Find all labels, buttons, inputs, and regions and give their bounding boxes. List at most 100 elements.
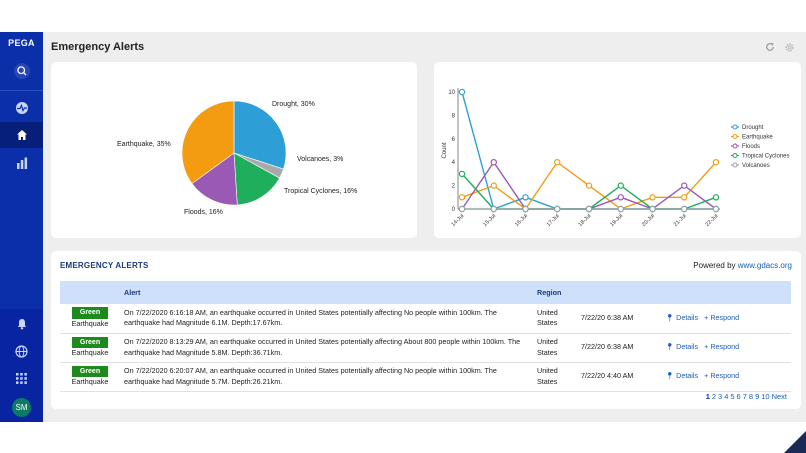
- page-link-7[interactable]: 7: [742, 392, 747, 401]
- data-point-volcanoes[interactable]: [585, 205, 593, 213]
- page-link-4[interactable]: 4: [724, 392, 729, 401]
- data-point-earthquake[interactable]: [554, 158, 561, 166]
- data-point-earthquake[interactable]: [490, 182, 497, 189]
- data-point-earthquake[interactable]: [681, 194, 688, 201]
- legend-label-volcanoes[interactable]: Volcanoes: [742, 163, 770, 169]
- row-actions: 📍︎ Details + Respond: [661, 304, 791, 334]
- data-point-volcanoes[interactable]: [712, 205, 720, 213]
- legend-label-drought[interactable]: Drought: [742, 125, 764, 131]
- sidebar: PEGA SM: [0, 32, 43, 422]
- map-pin-icon: 📍︎: [665, 313, 675, 323]
- column-header-alert[interactable]: Alert: [120, 281, 533, 304]
- alert-region: United States: [533, 362, 577, 392]
- page-link-6[interactable]: 6: [736, 392, 741, 401]
- pie-label-tropical-cyclones: Tropical Cyclones, 16%: [284, 188, 357, 195]
- legend-label-floods[interactable]: Floods: [742, 144, 760, 150]
- data-point-volcanoes[interactable]: [490, 205, 497, 213]
- data-point-volcanoes[interactable]: [681, 205, 688, 213]
- x-tick-label: 16-Jul: [514, 213, 529, 228]
- search-icon[interactable]: [0, 58, 43, 84]
- alert-type-cell: Green Earthquake: [60, 304, 120, 334]
- series-line-drought[interactable]: [461, 91, 716, 210]
- data-point-tropical-cyclones[interactable]: [617, 182, 624, 189]
- alerts-section-title: EMERGENCY ALERTS: [60, 261, 149, 270]
- x-tick-label: 14-Jul: [451, 213, 466, 228]
- data-point-volcanoes[interactable]: [554, 205, 561, 213]
- app-grid-icon[interactable]: [0, 365, 43, 391]
- x-tick-label: 20-Jul: [641, 213, 656, 228]
- pie-chart: Drought, 30% Volcanoes, 3% Tropical Cyclon…: [117, 100, 357, 216]
- respond-link[interactable]: + Respond: [704, 342, 739, 351]
- data-point-earthquake[interactable]: [585, 182, 593, 189]
- data-point-volcanoes[interactable]: [522, 205, 529, 213]
- page-link-3[interactable]: 3: [718, 392, 723, 401]
- data-point-volcanoes[interactable]: [458, 205, 466, 213]
- data-point-earthquake[interactable]: [458, 194, 466, 201]
- data-point-volcanoes[interactable]: [617, 205, 624, 213]
- legend-marker-drought: [732, 124, 738, 130]
- bell-icon[interactable]: [0, 311, 43, 337]
- data-point-volcanoes[interactable]: [649, 205, 656, 213]
- pie-slice-floods[interactable]: [191, 152, 238, 206]
- row-actions: 📍︎ Details + Respond: [661, 333, 791, 363]
- data-point-tropical-cyclones[interactable]: [458, 170, 466, 178]
- alert-type: Earthquake: [71, 348, 109, 358]
- bar-chart-icon[interactable]: [0, 150, 43, 176]
- table-header-row: Alert Region: [60, 281, 791, 304]
- pie-slice-tropical-cyclones[interactable]: [233, 152, 280, 206]
- data-point-floods[interactable]: [681, 182, 688, 189]
- corner-settings-tab[interactable]: [784, 431, 806, 453]
- y-tick-label: 8: [452, 113, 456, 119]
- pie-slice-drought[interactable]: [233, 100, 287, 170]
- page-link-8[interactable]: 8: [748, 392, 754, 401]
- pie-chart-card: Drought, 30% Volcanoes, 3% Tropical Cyclon…: [51, 62, 417, 238]
- alert-description: On 7/22/2020 6:16:18 AM, an earthquake o…: [120, 304, 533, 334]
- alerts-table-body: Green Earthquake On 7/22/2020 6:16:18 AM…: [60, 304, 791, 392]
- status-badge: Green: [71, 307, 109, 320]
- data-point-earthquake[interactable]: [712, 158, 720, 166]
- y-tick-label: 4: [452, 160, 456, 166]
- legend-label-tropical-cyclones[interactable]: Tropical Cyclones: [742, 154, 789, 160]
- settings-gear-icon[interactable]: [783, 41, 795, 53]
- legend-marker-earthquake: [732, 134, 738, 139]
- series-line-tropical-cyclones[interactable]: [461, 173, 717, 210]
- alert-time: 7/22/20 6:38 AM: [577, 333, 661, 363]
- alert-type-cell: Green Earthquake: [60, 362, 120, 392]
- page-link-2[interactable]: 2: [711, 392, 717, 401]
- y-tick-label: 2: [452, 184, 456, 190]
- home-icon[interactable]: [0, 122, 43, 148]
- legend-label-earthquake[interactable]: Earthquake: [742, 135, 773, 141]
- page-link-5[interactable]: 5: [730, 392, 735, 401]
- pie-slice-earthquake[interactable]: [181, 100, 235, 184]
- details-link[interactable]: 📍︎ Details: [665, 313, 698, 322]
- page-link-9[interactable]: 9: [755, 392, 760, 401]
- user-avatar[interactable]: SM: [12, 398, 31, 417]
- next-page-link[interactable]: Next: [771, 392, 787, 401]
- details-link[interactable]: 📍︎ Details: [665, 371, 698, 380]
- y-tick-label: 6: [452, 137, 456, 143]
- data-point-tropical-cyclones[interactable]: [712, 194, 720, 201]
- data-point-drought[interactable]: [522, 194, 529, 201]
- line-chart-card: 0 2 4 6 8 10 14-Jul 15-Jul 16-Jul 17-Jul 18-Jul 19-…: [434, 62, 801, 238]
- details-link[interactable]: 📍︎ Details: [665, 342, 698, 351]
- respond-link[interactable]: + Respond: [704, 313, 739, 322]
- data-point-floods[interactable]: [617, 194, 624, 201]
- column-header-region[interactable]: Region: [533, 281, 577, 304]
- alert-time: 7/22/20 4:40 AM: [577, 362, 661, 392]
- page-link-1[interactable]: 1: [705, 392, 710, 401]
- sidebar-footer: SM: [0, 309, 43, 422]
- data-point-earthquake[interactable]: [649, 194, 656, 201]
- pulse-icon[interactable]: [0, 95, 43, 121]
- globe-icon[interactable]: [0, 338, 43, 364]
- alert-type: Earthquake: [71, 377, 109, 387]
- respond-link[interactable]: + Respond: [704, 371, 739, 380]
- details-label: Details: [676, 342, 699, 352]
- data-point-drought[interactable]: [458, 88, 466, 96]
- page-link-10[interactable]: 10: [761, 392, 770, 401]
- gdacs-link[interactable]: www.gdacs.org: [737, 261, 792, 270]
- data-point-floods[interactable]: [490, 158, 497, 166]
- refresh-icon[interactable]: [764, 41, 776, 53]
- brand-logo: PEGA: [8, 38, 35, 48]
- respond-label: Respond: [710, 342, 740, 352]
- legend-marker-floods: [732, 143, 738, 149]
